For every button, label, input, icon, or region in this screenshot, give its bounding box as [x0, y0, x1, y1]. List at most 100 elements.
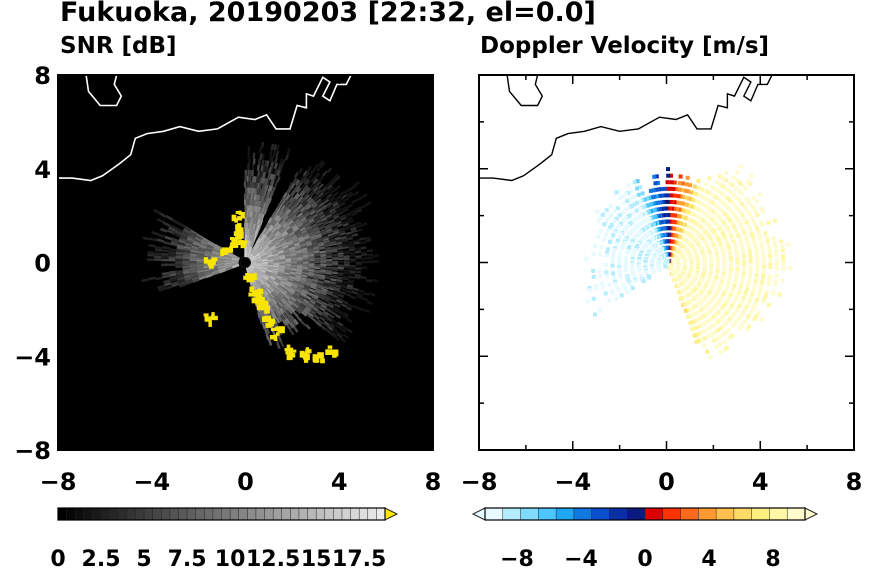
- snr-echo-segment: [332, 327, 339, 334]
- velocity-echo-cell: [718, 207, 723, 212]
- snr-echo-segment: [260, 177, 264, 184]
- velocity-echo-cell: [740, 225, 745, 230]
- velocity-echo-cell: [757, 192, 762, 197]
- snr-colorbar-cell: [204, 507, 214, 521]
- velocity-echo-cell: [607, 214, 612, 219]
- velocity-echo-cell: [625, 199, 629, 204]
- snr-echo-segment: [266, 239, 273, 246]
- velocity-echo-cell: [755, 262, 760, 267]
- snr-echo-segment: [332, 201, 339, 208]
- snr-echo-segment: [330, 223, 337, 228]
- velocity-echo-cell: [748, 265, 753, 270]
- velocity-echo-cell: [721, 332, 725, 337]
- snr-colorbar-cell: [264, 507, 274, 521]
- snr-echo-segment: [342, 311, 350, 317]
- snr-echo-segment: [179, 235, 188, 241]
- snr-echo-segment: [279, 341, 285, 348]
- velocity-echo-cell: [617, 234, 622, 239]
- snr-echo-segment: [269, 299, 276, 307]
- snr-echo-segment: [252, 217, 256, 224]
- velocity-echo-cell: [624, 256, 628, 261]
- snr-echo-segment: [308, 255, 315, 259]
- velocity-echo-cell: [685, 175, 690, 180]
- velocity-echo-cell: [591, 274, 596, 279]
- snr-echo-segment: [296, 287, 303, 293]
- velocity-echo-cell: [740, 299, 745, 303]
- snr-echo-segment: [255, 206, 260, 213]
- snr-colorbar-cell: [100, 507, 111, 521]
- snr-high-echo-cell: [243, 275, 247, 280]
- snr-echo-segment: [287, 277, 295, 282]
- velocity-echo-cell: [719, 306, 724, 311]
- snr-colorbar-cell: [178, 507, 188, 521]
- snr-echo-segment: [320, 291, 327, 296]
- snr-echo-segment: [288, 289, 295, 295]
- snr-echo-segment: [178, 222, 186, 229]
- velocity-echo-cell: [599, 245, 604, 250]
- snr-echo-segment: [315, 198, 322, 204]
- snr-echo-segment: [289, 271, 297, 275]
- snr-echo-segment: [196, 233, 204, 240]
- snr-echo-segment: [298, 238, 305, 243]
- snr-echo-segment: [320, 324, 327, 331]
- snr-echo-segment: [336, 298, 343, 304]
- snr-echo-segment: [292, 282, 299, 288]
- velocity-echo-cell: [609, 237, 614, 242]
- velocity-echo-cell: [654, 201, 658, 206]
- snr-echo-segment: [320, 304, 327, 310]
- snr-echo-segment: [321, 312, 329, 319]
- snr-high-echo-cell: [248, 292, 255, 297]
- snr-echo-segment: [315, 180, 322, 187]
- velocity-echo-cell: [621, 242, 626, 247]
- velocity-echo-cell: [615, 206, 620, 211]
- snr-echo-segment: [334, 175, 341, 182]
- snr-echo-segment: [324, 182, 331, 188]
- velocity-echo-cell: [632, 180, 637, 185]
- velocity-echo-cell: [714, 337, 719, 341]
- snr-echo-segment: [290, 284, 298, 290]
- snr-high-echo-cell: [240, 212, 245, 219]
- velocity-echo-cell: [753, 278, 758, 283]
- snr-echo-segment: [306, 188, 312, 195]
- velocity-echo-cell: [728, 266, 733, 271]
- snr-echo-segment: [344, 226, 351, 232]
- snr-echo-segment: [342, 243, 349, 247]
- snr-echo-segment: [147, 251, 155, 255]
- snr-echo-segment: [330, 296, 338, 302]
- snr-echo-segment: [184, 242, 193, 247]
- snr-echo-segment: [278, 218, 284, 225]
- velocity-echo-cell: [675, 213, 680, 218]
- velocity-echo-cell: [701, 202, 706, 207]
- velocity-echo-cell: [651, 215, 656, 220]
- snr-echo-segment: [302, 219, 309, 226]
- velocity-echo-cell: [734, 251, 739, 256]
- velocity-echo-cell: [738, 164, 743, 169]
- snr-echo-segment: [337, 331, 344, 338]
- velocity-echo-cell: [742, 216, 747, 221]
- snr-echo-segment: [330, 188, 337, 194]
- snr-echo-segment: [288, 307, 295, 314]
- snr-echo-segment: [307, 229, 314, 234]
- velocity-echo-cell: [736, 208, 741, 212]
- velocity-echo-cell: [746, 179, 751, 184]
- snr-echo-segment: [278, 210, 285, 218]
- snr-echo-segment: [318, 243, 325, 247]
- velocity-echo-cell: [623, 227, 628, 232]
- velocity-echo-cell: [761, 251, 766, 256]
- velocity-colorbar-cell: [520, 507, 540, 521]
- snr-echo-segment: [296, 269, 303, 274]
- velocity-echo-cell: [595, 209, 600, 214]
- snr-colorbar-cell: [126, 507, 137, 521]
- velocity-echo-cell: [788, 266, 793, 271]
- velocity-echo-cell: [725, 283, 730, 288]
- velocity-colorbar-cell: [733, 507, 753, 521]
- velocity-echo-cell: [705, 190, 710, 195]
- velocity-echo-cell: [744, 220, 749, 224]
- snr-colorbar-cell: [169, 507, 180, 521]
- snr-echo-segment: [274, 215, 280, 222]
- velocity-echo-cell: [631, 271, 636, 276]
- velocity-echo-cell: [749, 216, 754, 221]
- snr-echo-segment: [283, 295, 290, 302]
- snr-echo-segment: [321, 187, 328, 194]
- snr-echo-segment: [189, 266, 197, 270]
